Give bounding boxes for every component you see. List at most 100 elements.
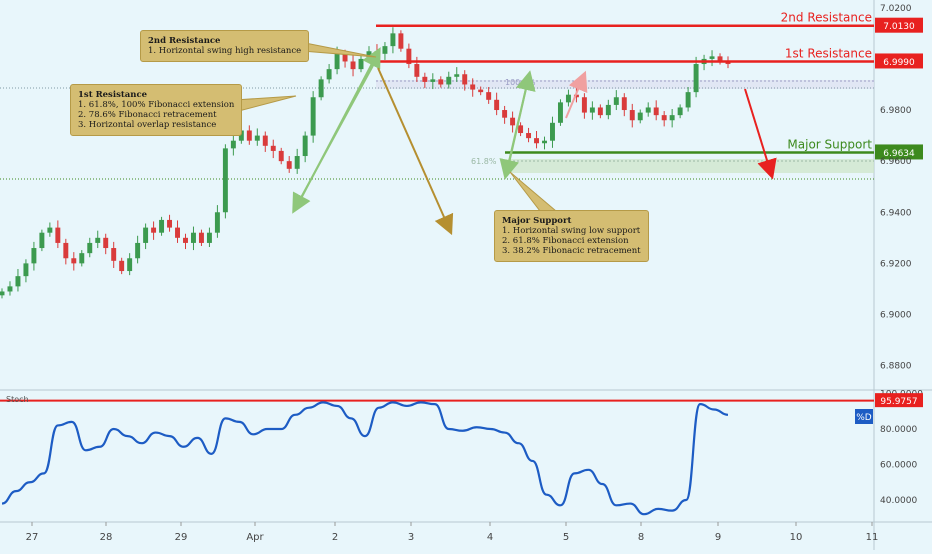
candle-body	[87, 242, 93, 254]
level-price-label: 6.9990	[883, 58, 915, 68]
callout-line: 2. 78.6% Fibonacci retracement	[78, 110, 217, 120]
candle-body	[238, 130, 244, 141]
candle-body	[262, 135, 268, 146]
candle-body	[350, 61, 356, 70]
candle-body	[71, 258, 77, 264]
y-tick-label: 6.9000	[880, 310, 912, 320]
candle-body	[334, 53, 340, 70]
candle-body	[414, 64, 420, 77]
x-tick-label: 9	[715, 532, 721, 543]
level-price-tag	[875, 17, 923, 33]
candle-body	[95, 237, 101, 243]
candle-body	[629, 110, 635, 121]
candle-body	[31, 248, 37, 264]
candle-body	[270, 145, 276, 151]
y-tick-label: 6.9600	[880, 157, 912, 167]
candle-body	[15, 276, 21, 287]
candle-body	[486, 92, 492, 100]
candle-body	[669, 115, 675, 121]
candle-body	[454, 74, 460, 77]
callout-1st-resistance: 1st Resistance 1. 61.8%, 100% Fibonacci …	[70, 84, 243, 136]
gold-arrow-down	[377, 67, 454, 236]
x-tick-label: 3	[408, 532, 414, 543]
candlestick-series	[0, 27, 731, 299]
candle-body	[206, 232, 212, 243]
candle-body	[310, 97, 316, 136]
candle-body	[119, 260, 125, 272]
candle-body	[717, 56, 723, 62]
y-tick-label: 6.9400	[880, 208, 912, 218]
y-tick-label: 7.0200	[880, 4, 912, 14]
candle-body	[167, 219, 173, 228]
stoch-d-line	[1, 401, 729, 516]
callout-2nd-resistance: 2nd Resistance 1. Horizontal swing high …	[140, 30, 310, 62]
candle-body	[550, 122, 555, 141]
candle-body	[318, 79, 324, 98]
green-arrow-down-1	[292, 59, 377, 214]
candle-body	[358, 58, 364, 70]
candle-body	[175, 227, 180, 238]
callout-major-support: Major Support 1. Horizontal swing low su…	[494, 210, 649, 262]
candle-body	[534, 138, 540, 144]
candle-body	[462, 74, 468, 85]
red-arrow-down	[744, 88, 777, 180]
level-label: Major Support	[787, 137, 872, 151]
candle-body	[589, 107, 595, 113]
candle-body	[438, 79, 444, 85]
candle-body	[677, 107, 683, 116]
candle-body	[159, 219, 165, 233]
candle-body	[214, 212, 220, 233]
callout-line: 2. 61.8% Fibonacci extension	[502, 236, 629, 246]
callout-line: 3. Horizontal overlap resistance	[78, 120, 217, 130]
stoch-y-tick-label: 60.0000	[880, 461, 917, 471]
candle-body	[183, 237, 188, 243]
y-tick-label: 6.9800	[880, 106, 912, 116]
x-tick-label: 27	[26, 532, 39, 543]
pink-arrow-up	[565, 70, 588, 119]
candle-body	[621, 97, 627, 111]
callout-line: 1. Horizontal swing low support	[502, 226, 641, 236]
callout-line: 3. 38.2% Fibonacic retracement	[502, 246, 641, 256]
candle-body	[55, 227, 61, 243]
x-tick-label: 10	[790, 532, 803, 543]
candle-body	[47, 227, 53, 233]
stoch-level-tag	[875, 393, 923, 408]
candle-body	[342, 53, 348, 62]
x-tick-label: 29	[175, 532, 188, 543]
support-zone	[505, 159, 874, 173]
candle-body	[246, 130, 252, 141]
main-pane	[0, 0, 874, 390]
level-price-label: 7.0130	[883, 22, 915, 32]
candle-body	[494, 99, 500, 111]
candle-body	[526, 133, 532, 139]
x-tick-label: Apr	[246, 532, 264, 543]
axes: 7.0200 6.9800 6.9600 6.9400 6.9200 6.9000 6.88…	[26, 4, 912, 543]
candle-body	[278, 150, 284, 162]
candle-body	[605, 104, 611, 116]
candle-body	[103, 237, 109, 249]
level-price-tag	[875, 53, 923, 69]
candle-body	[190, 232, 196, 243]
candle-body	[143, 227, 149, 243]
candle-body	[374, 51, 380, 54]
candle-body	[637, 112, 643, 121]
candle-body	[470, 84, 476, 90]
candle-body	[398, 33, 404, 49]
candle-body	[230, 140, 236, 149]
candle-body	[693, 64, 699, 93]
stoch-y-tick-label: 40.0000	[880, 496, 917, 506]
x-tick-label: 5	[563, 532, 569, 543]
candle-body	[0, 291, 5, 296]
callout-title: Major Support	[502, 216, 572, 226]
reference-lines	[0, 80, 874, 180]
level-label: 1st Resistance	[785, 46, 872, 60]
candle-body	[286, 161, 292, 169]
candle-body	[222, 148, 228, 213]
candle-body	[557, 102, 563, 123]
green-arrow-down-2	[499, 83, 528, 180]
callout-line: 1. Horizontal swing high resistance	[148, 46, 302, 56]
candle-body	[326, 69, 332, 80]
